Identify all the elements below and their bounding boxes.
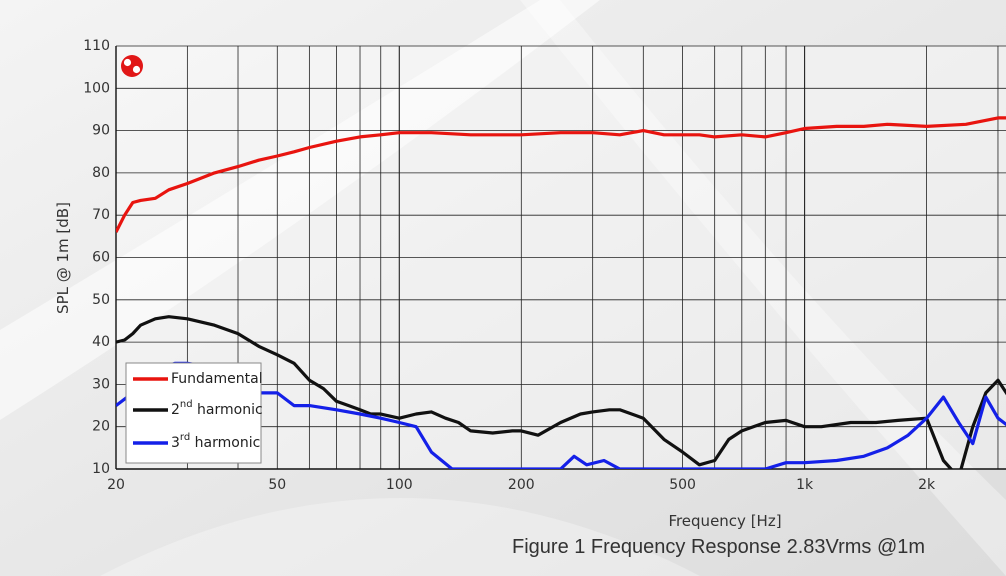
x-tick-label: 500 xyxy=(669,477,696,493)
y-tick-label: 10 xyxy=(92,461,110,477)
x-axis-title: Frequency [Hz] xyxy=(668,512,781,530)
y-tick-label: 100 xyxy=(83,80,110,96)
series-line-fundamental xyxy=(116,116,1006,233)
x-tick-label: 20 xyxy=(107,477,125,493)
series-line-2nd-harmonic xyxy=(116,315,1006,469)
chart-legend: Fundamental 2nd harmonic 3rd harmonic xyxy=(125,362,263,464)
x-tick-label: 1k xyxy=(796,477,814,493)
y-tick-label: 110 xyxy=(83,38,110,54)
x-tick-label: 200 xyxy=(508,477,535,493)
legend-label-2nd-harmonic: 2nd harmonic xyxy=(171,399,263,418)
legend-label-3rd-harmonic: 3rd harmonic xyxy=(171,432,260,451)
y-tick-label: 60 xyxy=(92,250,110,266)
y-tick-label: 80 xyxy=(92,165,110,181)
x-tick-label: 100 xyxy=(386,477,413,493)
legend-label-fundamental: Fundamental xyxy=(171,371,263,387)
x-tick-label: 50 xyxy=(268,477,286,493)
y-tick-label: 90 xyxy=(92,123,110,139)
y-tick-label: 50 xyxy=(92,292,110,308)
y-tick-label: 30 xyxy=(92,376,110,392)
figure-caption: Figure 1 Frequency Response 2.83Vrms @1m xyxy=(512,536,926,558)
x-tick-label: 2k xyxy=(918,477,936,493)
y-axis-title: SPL @ 1m [dB] xyxy=(54,202,72,314)
brand-logo-icon xyxy=(121,55,143,77)
y-tick-label: 70 xyxy=(92,207,110,223)
y-tick-label: 40 xyxy=(92,334,110,350)
y-tick-label: 20 xyxy=(92,419,110,435)
